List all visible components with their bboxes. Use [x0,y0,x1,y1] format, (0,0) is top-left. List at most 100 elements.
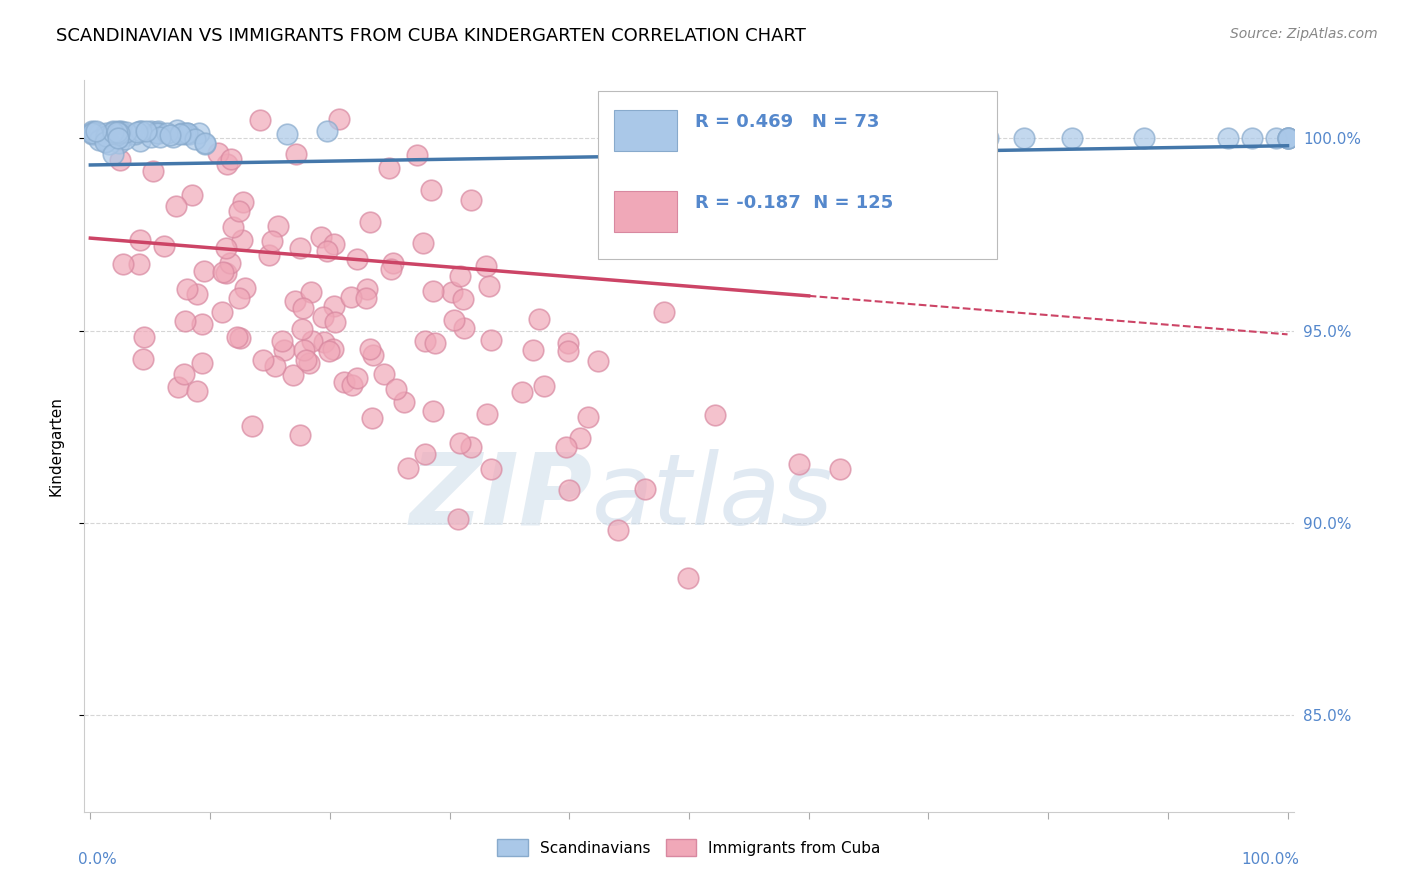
Point [108,126,131,140]
Point [361,348,384,362]
Point [339,290,361,304]
Point [378,161,401,176]
Text: SCANDINAVIAN VS IMMIGRANTS FROM CUBA KINDERGARTEN CORRELATION CHART: SCANDINAVIAN VS IMMIGRANTS FROM CUBA KIN… [56,27,806,45]
Point [96,129,118,144]
Point [380,262,402,277]
Point [257,248,280,262]
Point [576,409,599,424]
Text: atlas: atlas [592,449,834,546]
Point [262,234,284,248]
Point [634,216,657,230]
FancyBboxPatch shape [614,191,676,232]
Point [405,148,427,162]
Point [153,239,176,253]
Point [479,333,502,347]
Point [292,343,315,357]
Point [291,322,314,336]
Point [586,354,609,368]
Point [652,305,675,319]
Point [443,312,465,326]
Point [346,252,368,267]
Point [1277,131,1299,145]
Point [80,126,103,140]
Point [264,359,287,373]
Point [557,335,579,350]
Point [108,125,131,139]
Point [475,407,498,421]
Text: R = 0.469   N = 73: R = 0.469 N = 73 [695,113,879,131]
Point [527,311,550,326]
Point [211,304,233,318]
Point [283,368,305,383]
Point [107,131,129,145]
Point [107,124,129,138]
Point [309,230,332,244]
Point [229,331,252,345]
Point [977,131,1000,145]
Point [135,124,157,138]
Point [94,131,117,145]
Point [322,342,344,356]
Point [125,125,148,139]
Point [228,204,250,219]
Point [555,440,578,454]
Point [316,244,339,258]
Point [231,194,253,209]
Point [392,394,415,409]
Point [149,129,172,144]
Point [333,375,356,389]
Point [284,146,307,161]
Point [240,419,263,434]
Point [174,314,197,328]
Point [174,128,197,142]
Point [510,384,533,399]
Point [447,512,470,526]
Point [323,299,346,313]
Point [298,356,321,370]
Legend: Scandinavians, Immigrants from Cuba: Scandinavians, Immigrants from Cuba [491,833,887,863]
Point [173,368,195,382]
Text: 0.0%: 0.0% [79,852,117,867]
Text: ZIP: ZIP [409,449,592,546]
Point [148,126,170,140]
Point [284,293,307,308]
Point [110,125,132,139]
Point [145,125,167,139]
Point [207,145,229,160]
Point [96,126,118,140]
Point [893,131,915,145]
Point [212,265,235,279]
Point [276,127,298,141]
Point [676,571,699,585]
Point [314,335,336,350]
Point [294,352,316,367]
Point [105,125,128,139]
Text: R = -0.187  N = 125: R = -0.187 N = 125 [695,194,893,211]
Point [288,241,311,255]
Point [165,199,187,213]
Point [228,291,250,305]
Point [271,334,294,348]
Point [704,409,727,423]
Point [156,126,179,140]
Point [215,241,238,255]
Point [82,124,104,138]
Point [186,287,208,301]
Point [103,123,125,137]
Point [215,157,238,171]
Point [1277,131,1299,145]
Text: 100.0%: 100.0% [1241,852,1299,867]
Point [142,163,165,178]
Point [110,153,132,168]
Point [460,193,482,207]
Point [101,126,124,140]
Point [423,336,446,351]
Point [225,330,247,344]
Point [342,378,364,392]
Point [83,125,105,139]
Point [557,483,579,497]
Point [396,460,419,475]
Point [87,127,110,141]
Point [129,124,152,138]
Point [413,334,436,348]
